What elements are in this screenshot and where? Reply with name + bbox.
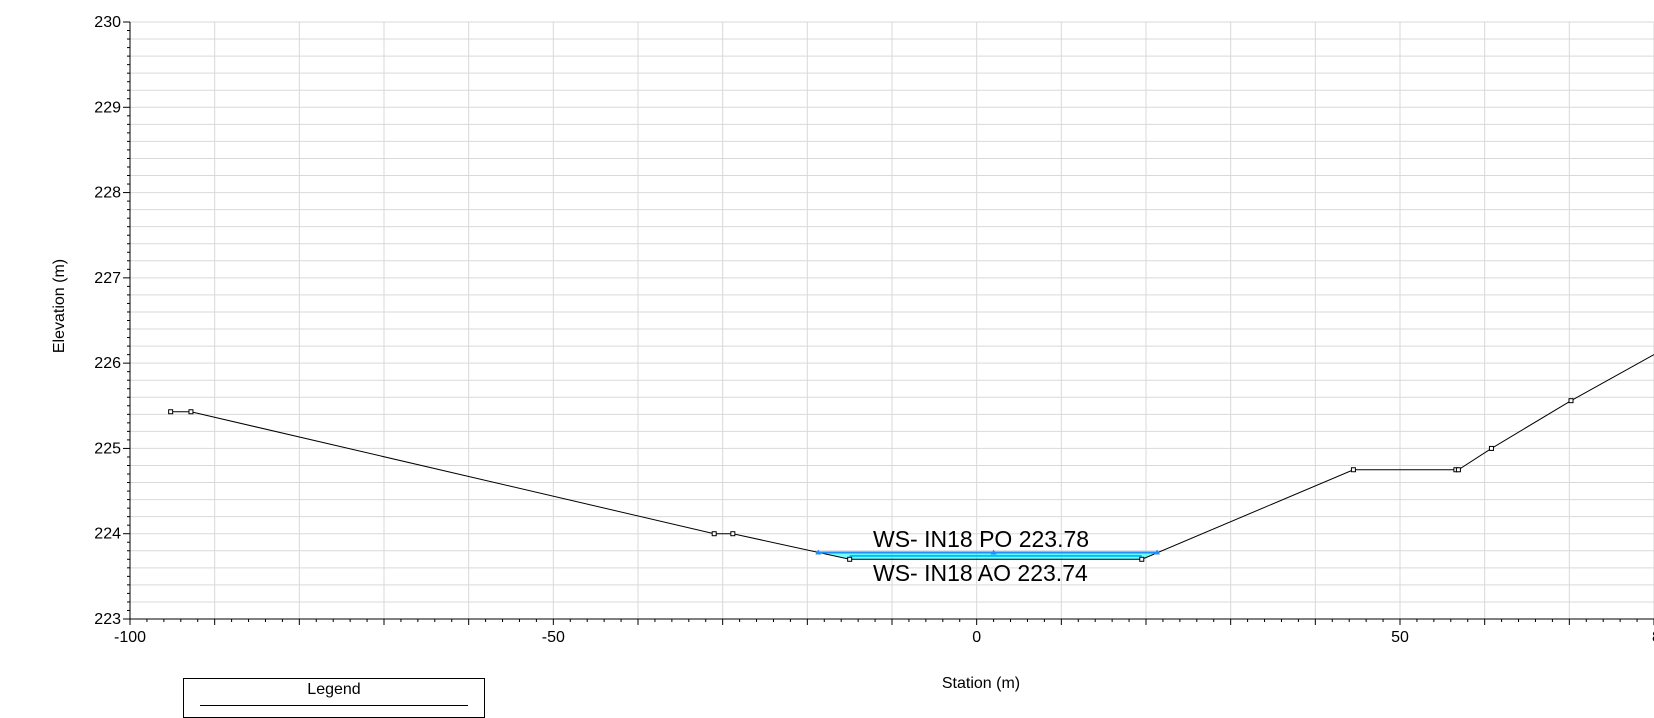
grid <box>129 21 1654 620</box>
y-tick-label: 229 <box>94 99 121 116</box>
x-tick-label: -100 <box>114 629 146 646</box>
legend: Legend <box>183 678 485 718</box>
y-axis-title: Elevation (m) <box>51 259 68 353</box>
ws-po-point <box>1154 549 1161 555</box>
data-layer <box>168 354 1654 562</box>
ground-point <box>1350 467 1356 473</box>
x-tick-label: 50 <box>1391 629 1409 646</box>
labels: Elevation (m) Station (m) WS- IN18 PO 22… <box>51 14 1654 692</box>
y-tick-label: 223 <box>94 611 121 628</box>
y-tick-label: 227 <box>94 270 121 287</box>
axes <box>123 21 1654 625</box>
ground-point <box>188 409 194 415</box>
ground-point <box>1488 445 1494 451</box>
ground-point <box>168 409 174 415</box>
ground-line <box>170 354 1654 560</box>
ground-point <box>711 531 717 537</box>
ws-po-point <box>815 549 822 555</box>
legend-title: Legend <box>307 681 361 698</box>
x-tick-label: 8 <box>1652 629 1654 646</box>
ground-point <box>1139 556 1145 562</box>
y-tick-label: 230 <box>94 14 121 31</box>
ws-ao-label: WS- IN18 AO 223.74 <box>873 560 1088 586</box>
x-axis-title: Station (m) <box>942 675 1020 692</box>
y-tick-label: 226 <box>94 355 121 372</box>
x-tick-label: 0 <box>972 629 981 646</box>
ws-po-point <box>990 549 997 555</box>
x-tick-label: -50 <box>542 629 565 646</box>
ground-point <box>1455 467 1461 473</box>
ground-point <box>847 556 853 562</box>
y-tick-label: 228 <box>94 185 121 202</box>
ground-point <box>1568 398 1574 404</box>
ws-po-label: WS- IN18 PO 223.78 <box>873 526 1089 552</box>
y-tick-label: 225 <box>94 440 121 457</box>
legend-divider <box>200 705 468 706</box>
y-tick-label: 224 <box>94 526 121 543</box>
ground-point <box>730 531 736 537</box>
